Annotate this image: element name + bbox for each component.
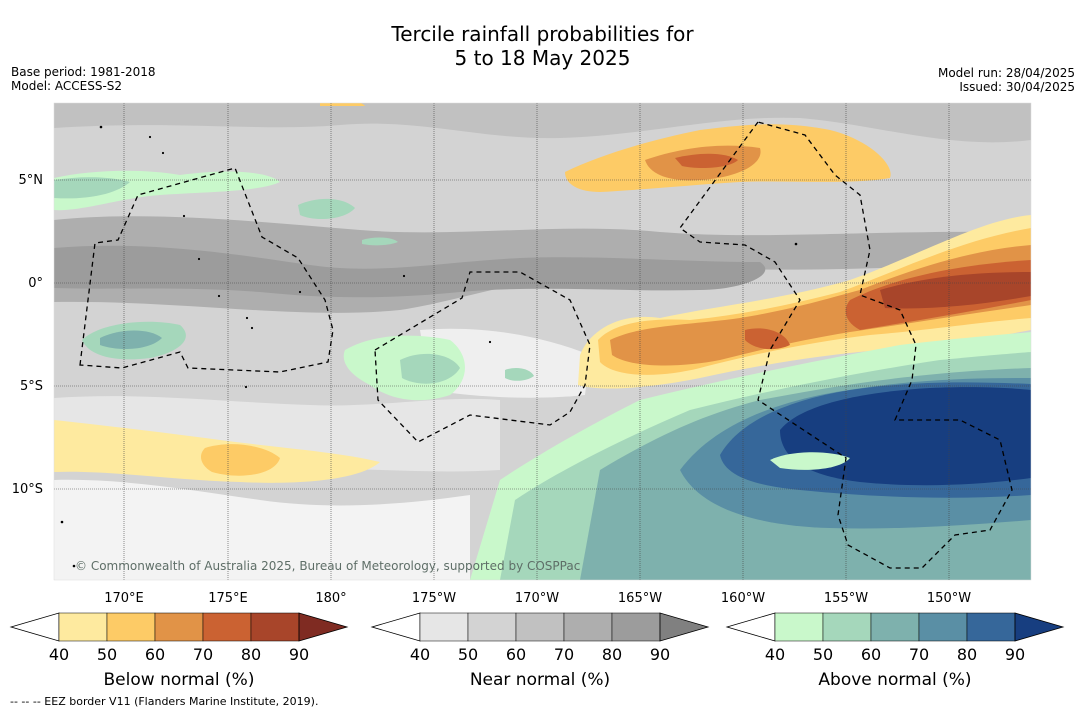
- colorbar-tick-label: 70: [193, 645, 213, 664]
- lon-label: 170°E: [104, 591, 144, 606]
- title-line-2: 5 to 18 May 2025: [454, 46, 631, 70]
- meta-left: Base period: 1981-2018 Model: ACCESS-S2: [11, 65, 156, 93]
- lat-labels: 5°N 0° 5°S 10°S: [12, 173, 43, 497]
- colorbar-tick-label: 50: [97, 645, 117, 664]
- colorbar-segment: [563, 612, 613, 642]
- colorbar-segment: [515, 612, 565, 642]
- colorbars: 40 50 60 70 80 90 Below normal (%) 40 50 60 70 80 90…: [9, 612, 1065, 690]
- colorbar-segment: [870, 612, 920, 642]
- lon-label: 180°: [315, 591, 346, 606]
- lon-label: 170°W: [515, 591, 559, 606]
- lat-label: 5°N: [19, 173, 44, 188]
- below-normal-area: [320, 103, 365, 106]
- colorbar-tick-label: 60: [145, 645, 165, 664]
- colorbar: 40 50 60 70 80 90 Below normal (%): [9, 612, 349, 690]
- above-normal-area: [362, 237, 398, 246]
- colorbar-tick-label: 40: [765, 645, 785, 664]
- near-normal-band: [54, 479, 470, 580]
- colorbar-tick-label: 60: [506, 645, 526, 664]
- colorbar-title: Near normal (%): [470, 670, 610, 690]
- above-normal-area: [505, 368, 534, 381]
- near-normal-band: [54, 245, 766, 298]
- colorbar-extend-high: [659, 612, 710, 642]
- colorbar-tick-label: 60: [861, 645, 881, 664]
- lon-label: 155°W: [824, 591, 868, 606]
- lat-label: 10°S: [12, 482, 43, 497]
- colorbar-segment: [467, 612, 517, 642]
- colorbar-segment: [58, 612, 108, 642]
- map-frame: [53, 102, 1032, 581]
- colorbar-extend-high: [298, 612, 349, 642]
- map-title: Tercile rainfall probabilities for 5 to …: [0, 22, 1085, 70]
- below-normal-area: [200, 444, 280, 476]
- colorbar-segment: [154, 612, 204, 642]
- map-field: © Commonwealth of Australia 2025, Bureau…: [54, 103, 1031, 580]
- above-normal-area: [54, 177, 130, 199]
- lon-label: 150°W: [927, 591, 971, 606]
- lat-label: 0°: [28, 276, 43, 291]
- lon-label: 175°E: [208, 591, 248, 606]
- colorbar-tick-label: 40: [49, 645, 69, 664]
- meta-right: Model run: 28/04/2025 Issued: 30/04/2025: [938, 66, 1075, 94]
- colorbar-tick-label: 80: [602, 645, 622, 664]
- lon-label: 165°W: [618, 591, 662, 606]
- below-normal-area: [880, 272, 1031, 309]
- colorbar-tick-label: 50: [813, 645, 833, 664]
- colorbar-tick-label: 80: [957, 645, 977, 664]
- model-run: Model run: 28/04/2025: [937, 66, 1075, 80]
- colorbar: 40 50 60 70 80 90 Near normal (%): [370, 612, 710, 690]
- colorbar-segment: [419, 612, 469, 642]
- colorbar: 40 50 60 70 80 90 Above normal (%): [725, 612, 1065, 690]
- above-normal-area: [400, 353, 460, 384]
- below-normal-area: [675, 153, 738, 168]
- lon-labels: 170°E 175°E 180° 175°W 170°W 165°W 160°W…: [104, 591, 971, 606]
- graticule: [54, 103, 1031, 580]
- copyright-text: © Commonwealth of Australia 2025, Bureau…: [75, 559, 580, 573]
- colorbar-extend-high: [1014, 612, 1065, 642]
- colorbar-tick-label: 70: [554, 645, 574, 664]
- colorbar-title: Below normal (%): [104, 670, 255, 690]
- above-normal-area: [770, 452, 850, 470]
- above-normal-area: [100, 330, 162, 350]
- colorbar-tick-label: 90: [1005, 645, 1025, 664]
- base-period: Base period: 1981-2018: [11, 65, 156, 79]
- title-line-1: Tercile rainfall probabilities for: [391, 22, 694, 46]
- colorbar-segment: [106, 612, 156, 642]
- lon-label: 175°W: [412, 591, 456, 606]
- colorbar-extend-low: [9, 612, 60, 642]
- near-normal-band: [54, 103, 1031, 143]
- colorbar-segment: [202, 612, 252, 642]
- issued-date: Issued: 30/04/2025: [959, 80, 1075, 94]
- eez-borders: [79, 121, 1013, 569]
- colorbar-segment: [774, 612, 824, 642]
- below-normal-area: [745, 328, 790, 350]
- near-normal-band: [420, 328, 590, 398]
- colorbar-tick-label: 90: [289, 645, 309, 664]
- colorbar-segment: [966, 612, 1016, 642]
- lat-label: 5°S: [20, 379, 43, 394]
- colorbar-segment: [822, 612, 872, 642]
- above-normal-area: [298, 198, 355, 220]
- colorbar-segment: [918, 612, 968, 642]
- colorbar-segment: [611, 612, 661, 642]
- colorbar-extend-low: [725, 612, 776, 642]
- model-name: Model: ACCESS-S2: [11, 79, 123, 93]
- colorbar-tick-label: 40: [410, 645, 430, 664]
- colorbar-segment: [250, 612, 300, 642]
- colorbar-extend-low: [370, 612, 421, 642]
- footnote: -- -- -- EEZ border V11 (Flanders Marine…: [10, 695, 319, 708]
- islands: [60, 125, 798, 568]
- lon-label: 160°W: [721, 591, 765, 606]
- colorbar-title: Above normal (%): [818, 670, 971, 690]
- colorbar-tick-label: 70: [909, 645, 929, 664]
- colorbar-tick-label: 80: [241, 645, 261, 664]
- colorbar-tick-label: 90: [650, 645, 670, 664]
- colorbar-tick-label: 50: [458, 645, 478, 664]
